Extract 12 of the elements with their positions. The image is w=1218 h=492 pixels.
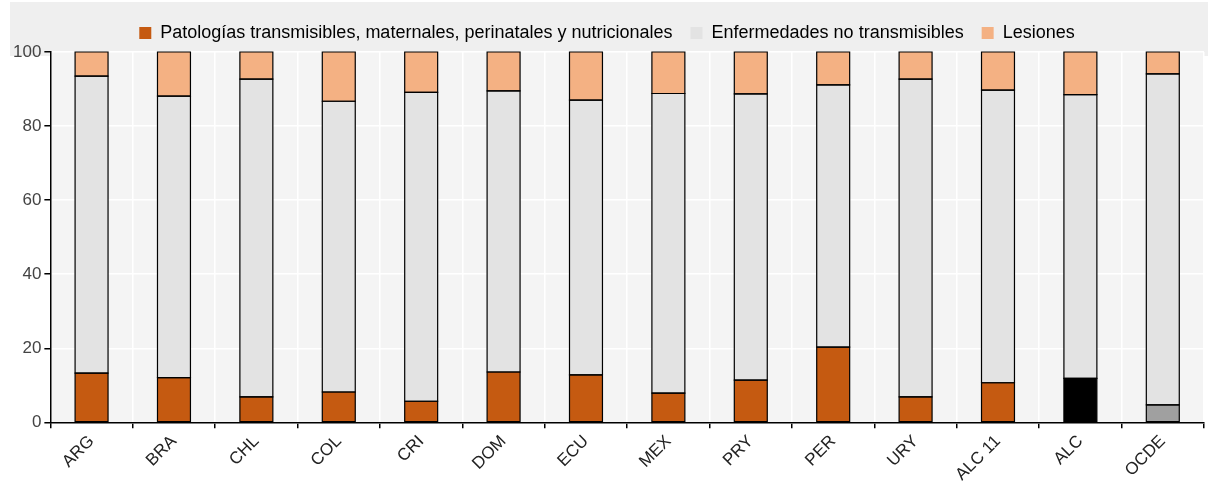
y-tick-label: 20 [22,337,42,357]
y-tick-label: 60 [22,189,42,209]
x-tick-label: COL [306,431,345,470]
y-tick-label: 40 [22,263,42,283]
y-tick-label: 100 [12,41,42,61]
y-tick-label: 0 [31,412,42,432]
x-tick-label: CRI [393,431,428,466]
legend-label: Enfermedades no transmisibles [711,21,964,42]
y-tick-label: 80 [22,115,42,135]
legend-label: Patologías transmisibles, maternales, perinatales y nutricionales [160,21,673,42]
legend-label: Lesiones [1002,21,1075,42]
x-tick-label: CHL [225,431,263,469]
